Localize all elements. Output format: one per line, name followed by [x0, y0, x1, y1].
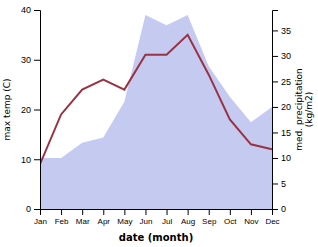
- tick: 5: [272, 179, 286, 189]
- y2-axis-title: med. precipitation(kg/m2): [294, 68, 314, 150]
- tick: May: [117, 209, 132, 226]
- tick-mark: [230, 209, 231, 215]
- tick: Aug: [181, 209, 195, 226]
- tick-mark: [103, 209, 104, 215]
- tick-mark: [145, 209, 146, 215]
- tick: 0: [26, 204, 40, 214]
- line: [40, 35, 272, 164]
- tick-label: Jan: [34, 217, 47, 226]
- tick-mark: [34, 209, 40, 210]
- tick-mark: [272, 158, 278, 159]
- tick-mark: [34, 10, 40, 11]
- tick-label: 20: [21, 105, 31, 115]
- tick: Dec: [265, 209, 279, 226]
- tick-mark: [82, 209, 83, 215]
- tick-label: Feb: [55, 217, 69, 226]
- tick-label: 40: [21, 5, 31, 15]
- tick-mark: [272, 107, 278, 108]
- tick-mark: [272, 56, 278, 57]
- tick: 25: [272, 77, 291, 87]
- tick-label: 30: [281, 51, 291, 61]
- tick-mark: [167, 209, 168, 215]
- y2-axis-title-line: med. precipitation: [294, 68, 304, 150]
- tick-mark: [272, 30, 278, 31]
- tick: Mar: [76, 209, 90, 226]
- tick: Jul: [162, 209, 172, 226]
- tick-label: 5: [281, 179, 286, 189]
- marks: [40, 15, 272, 209]
- tick-mark: [34, 60, 40, 61]
- plot: JanFebMarAprMayJunJulAugSepOctNovDec0102…: [2, 5, 314, 243]
- tick-label: Nov: [244, 217, 258, 226]
- tick-label: 35: [281, 26, 291, 36]
- tick: 40: [21, 5, 40, 15]
- y2-axis: 0 5 10 15 20 25 30 35: [272, 11, 291, 215]
- tick-mark: [124, 209, 125, 215]
- tick-label: Dec: [265, 217, 279, 226]
- tick-label: 30: [21, 55, 31, 65]
- y2-axis-title-line: (kg/m2): [304, 92, 314, 127]
- tick: Sep: [202, 209, 217, 226]
- axis-line: [273, 11, 279, 210]
- tick: Oct: [224, 209, 237, 226]
- axis-line: [41, 210, 273, 216]
- area: [40, 15, 272, 209]
- tick-label: 0: [26, 204, 31, 214]
- tick-label: Jul: [162, 217, 172, 226]
- tick-label: 0: [281, 204, 286, 214]
- tick: 20: [272, 102, 291, 112]
- tick-label: May: [117, 217, 132, 226]
- tick-label: Jun: [140, 217, 153, 226]
- tick: Feb: [55, 209, 69, 226]
- chart: JanFebMarAprMayJunJulAugSepOctNovDec0102…: [0, 0, 318, 247]
- x-axis: Jan Feb Mar Apr May Jun Jul Aug Sep Oct Nov Dec: [34, 209, 280, 226]
- tick-label: Mar: [76, 217, 90, 226]
- tick-mark: [34, 159, 40, 160]
- tick: 10: [272, 153, 291, 163]
- y-axis-title: max temp (C): [2, 78, 12, 140]
- tick: Apr: [98, 209, 111, 226]
- tick-label: Oct: [224, 217, 237, 226]
- tick-mark: [272, 132, 278, 133]
- tick: Jan: [34, 209, 47, 226]
- tick: 20: [21, 105, 40, 115]
- tick-mark: [272, 183, 278, 184]
- tick-mark: [272, 209, 278, 210]
- tick-mark: [209, 209, 210, 215]
- tick-label: Apr: [98, 217, 111, 226]
- tick: Jun: [140, 209, 153, 226]
- tick-label: 15: [281, 128, 291, 138]
- tick: 15: [272, 128, 291, 138]
- tick-label: Sep: [202, 217, 217, 226]
- tick-label: 25: [281, 77, 291, 87]
- tick-label: 20: [281, 102, 291, 112]
- tick-mark: [251, 209, 252, 215]
- y-axis: 0 10 20 30 40: [21, 5, 41, 214]
- tick-label: 10: [281, 153, 291, 163]
- tick: 0: [272, 204, 286, 214]
- axis-line: [34, 11, 41, 210]
- x-axis-title: date (month): [119, 232, 193, 243]
- tick-mark: [188, 209, 189, 215]
- tick: 35: [272, 26, 291, 36]
- tick-mark: [34, 110, 40, 111]
- tick: 10: [21, 155, 40, 165]
- tick: Nov: [244, 209, 258, 226]
- tick-label: Aug: [181, 217, 195, 226]
- tick-mark: [272, 81, 278, 82]
- tick: 30: [272, 51, 291, 61]
- tick-mark: [61, 209, 62, 215]
- tick: 30: [21, 55, 40, 65]
- tick-label: 10: [21, 155, 31, 165]
